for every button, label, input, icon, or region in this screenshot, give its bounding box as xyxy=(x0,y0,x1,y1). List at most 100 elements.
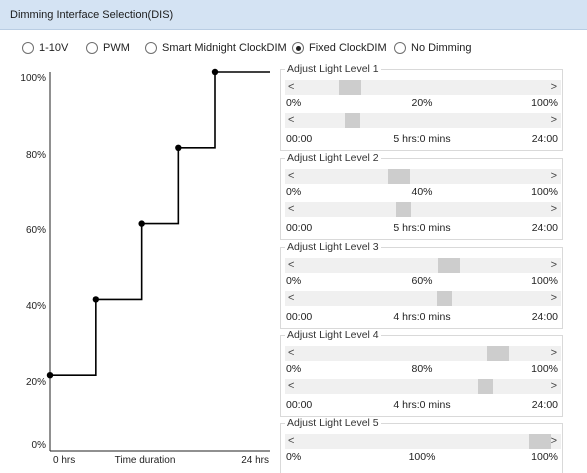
slider-thumb[interactable] xyxy=(437,291,452,306)
slider-thumb[interactable] xyxy=(339,80,361,95)
time-max: 24:00 xyxy=(531,399,558,411)
slider-thumb[interactable] xyxy=(438,258,460,273)
light-level-3-panel: Adjust Light Level 3 < > 0% 60% 100% < >… xyxy=(280,241,563,329)
radio-label: No Dimming xyxy=(411,42,472,54)
radio-pwm[interactable]: PWM xyxy=(86,42,130,54)
time-min: 00:00 xyxy=(286,311,313,323)
panel-title: Adjust Light Level 1 xyxy=(285,63,381,75)
slider-right-arrow-icon[interactable]: > xyxy=(550,203,557,215)
y-tick-label: 100% xyxy=(20,73,46,84)
time-labels: 00:00 5 hrs:0 mins 24:00 xyxy=(286,222,558,234)
time-labels: 00:00 4 hrs:0 mins 24:00 xyxy=(286,399,558,411)
panel-title: Adjust Light Level 2 xyxy=(285,152,381,164)
time-value: 5 hrs:0 mins xyxy=(393,133,451,145)
dimming-step-chart: 100% 80% 60% 40% 20% 0% 0 hrs Time durat… xyxy=(20,68,270,466)
slider-right-arrow-icon[interactable]: > xyxy=(550,259,557,271)
radio-circle[interactable] xyxy=(145,42,157,54)
time-slider[interactable]: < > xyxy=(285,113,561,128)
time-value: 5 hrs:0 mins xyxy=(393,222,451,234)
radio-circle[interactable] xyxy=(292,42,304,54)
slider-thumb[interactable] xyxy=(529,434,551,449)
level-labels: 0% 40% 100% xyxy=(286,186,558,198)
level-max: 100% xyxy=(531,186,558,198)
level-value: 60% xyxy=(411,275,433,287)
level-labels: 0% 60% 100% xyxy=(286,275,558,287)
y-tick-label: 60% xyxy=(26,225,46,236)
level-min: 0% xyxy=(286,363,302,375)
level-labels: 0% 20% 100% xyxy=(286,97,558,109)
section-title: Dimming Interface Selection(DIS) xyxy=(10,9,174,21)
level-slider[interactable]: < > xyxy=(285,80,561,95)
level-max: 100% xyxy=(531,97,558,109)
time-max: 24:00 xyxy=(531,311,558,323)
time-labels: 00:00 5 hrs:0 mins 24:00 xyxy=(286,133,558,145)
radio-label: Smart Midnight ClockDIM xyxy=(162,42,287,54)
slider-right-arrow-icon[interactable]: > xyxy=(550,347,557,359)
slider-left-arrow-icon[interactable]: < xyxy=(288,259,295,271)
slider-right-arrow-icon[interactable]: > xyxy=(550,81,557,93)
slider-left-arrow-icon[interactable]: < xyxy=(288,170,295,182)
dimming-mode-radio-group: 1-10V PWM Smart Midnight ClockDIM Fixed … xyxy=(0,42,587,58)
level-value: 40% xyxy=(411,186,433,198)
time-slider[interactable]: < > xyxy=(285,291,561,306)
y-tick-label: 40% xyxy=(26,301,46,312)
y-tick-label: 0% xyxy=(32,440,47,451)
level-value: 80% xyxy=(411,363,433,375)
time-labels: 00:00 4 hrs:0 mins 24:00 xyxy=(286,311,558,323)
slider-left-arrow-icon[interactable]: < xyxy=(288,203,295,215)
radio-circle[interactable] xyxy=(86,42,98,54)
slider-left-arrow-icon[interactable]: < xyxy=(288,81,295,93)
level-slider[interactable]: < > xyxy=(285,258,561,273)
time-slider[interactable]: < > xyxy=(285,202,561,217)
time-slider[interactable]: < > xyxy=(285,379,561,394)
radio-fixed-clockdim[interactable]: Fixed ClockDIM xyxy=(292,42,387,54)
slider-right-arrow-icon[interactable]: > xyxy=(550,114,557,126)
radio-circle[interactable] xyxy=(394,42,406,54)
step-point xyxy=(138,220,145,227)
slider-thumb[interactable] xyxy=(345,113,360,128)
slider-left-arrow-icon[interactable]: < xyxy=(288,292,295,304)
slider-thumb[interactable] xyxy=(478,379,493,394)
level-slider[interactable]: < > xyxy=(285,169,561,184)
radio-1-10v[interactable]: 1-10V xyxy=(22,42,68,54)
section-header: Dimming Interface Selection(DIS) xyxy=(0,0,587,30)
slider-right-arrow-icon[interactable]: > xyxy=(550,435,557,447)
step-point xyxy=(46,372,54,379)
level-max: 100% xyxy=(531,275,558,287)
level-slider[interactable]: < > xyxy=(285,434,561,449)
step-point xyxy=(211,68,219,76)
panel-title: Adjust Light Level 4 xyxy=(285,329,381,341)
slider-left-arrow-icon[interactable]: < xyxy=(288,435,295,447)
slider-right-arrow-icon[interactable]: > xyxy=(550,170,557,182)
slider-left-arrow-icon[interactable]: < xyxy=(288,114,295,126)
radio-circle[interactable] xyxy=(22,42,34,54)
slider-thumb[interactable] xyxy=(487,346,509,361)
slider-thumb[interactable] xyxy=(396,202,411,217)
x-tick-label-end: 24 hrs xyxy=(241,455,269,466)
slider-right-arrow-icon[interactable]: > xyxy=(550,380,557,392)
radio-label: 1-10V xyxy=(39,42,69,54)
step-point xyxy=(175,144,182,151)
y-tick-label: 80% xyxy=(26,150,46,161)
panel-title: Adjust Light Level 3 xyxy=(285,241,381,253)
time-min: 00:00 xyxy=(286,133,313,145)
radio-label: Fixed ClockDIM xyxy=(309,42,387,54)
time-value: 4 hrs:0 mins xyxy=(393,399,451,411)
slider-left-arrow-icon[interactable]: < xyxy=(288,380,295,392)
level-max: 100% xyxy=(531,363,558,375)
radio-no-dimming[interactable]: No Dimming xyxy=(394,42,472,54)
level-slider[interactable]: < > xyxy=(285,346,561,361)
light-level-2-panel: Adjust Light Level 2 < > 0% 40% 100% < >… xyxy=(280,152,563,240)
slider-left-arrow-icon[interactable]: < xyxy=(288,347,295,359)
radio-smart-midnight-clockdim[interactable]: Smart Midnight ClockDIM xyxy=(145,42,287,54)
y-tick-label: 20% xyxy=(26,377,46,388)
time-value: 4 hrs:0 mins xyxy=(393,311,451,323)
level-value: 100% xyxy=(408,451,436,463)
level-labels: 0% 80% 100% xyxy=(286,363,558,375)
level-min: 0% xyxy=(286,97,302,109)
level-labels: 0% 100% 100% xyxy=(286,451,558,463)
time-min: 00:00 xyxy=(286,399,313,411)
light-level-5-panel: Adjust Light Level 5 < > 0% 100% 100% xyxy=(280,417,563,473)
slider-thumb[interactable] xyxy=(388,169,410,184)
slider-right-arrow-icon[interactable]: > xyxy=(550,292,557,304)
